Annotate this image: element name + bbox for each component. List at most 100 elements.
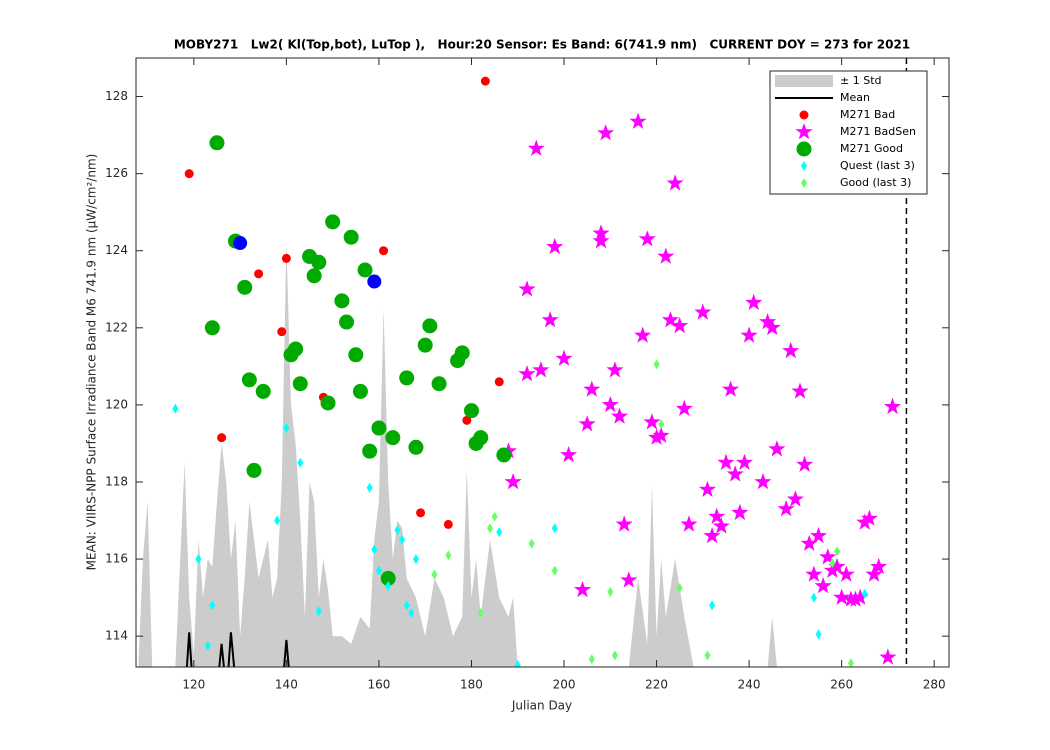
point	[204, 320, 220, 336]
point	[671, 316, 689, 334]
point	[634, 326, 652, 343]
legend-swatch	[801, 161, 807, 171]
point	[583, 380, 601, 397]
y-tick-label: 124	[105, 243, 128, 257]
point	[658, 419, 665, 430]
axes-box	[135, 57, 950, 668]
point	[754, 473, 772, 490]
legend-swatch	[799, 110, 809, 120]
point	[408, 608, 415, 619]
point	[412, 554, 419, 565]
point	[518, 365, 536, 382]
point	[675, 399, 693, 416]
point	[209, 135, 225, 151]
point	[366, 482, 373, 493]
legend-box	[769, 70, 928, 195]
point	[629, 112, 647, 129]
point	[638, 230, 656, 247]
legend-label: ± 1 Std	[840, 74, 882, 87]
point	[709, 600, 716, 611]
point	[708, 507, 726, 524]
point	[371, 544, 378, 555]
point	[443, 519, 453, 529]
point	[357, 262, 373, 278]
point	[653, 359, 660, 370]
y-tick-label: 114	[105, 629, 128, 643]
point	[491, 511, 498, 522]
point	[578, 415, 596, 432]
point	[805, 565, 823, 582]
point	[422, 318, 438, 334]
point	[172, 403, 179, 414]
point	[643, 413, 661, 430]
point	[546, 237, 564, 255]
point	[615, 515, 633, 532]
point	[551, 523, 558, 534]
point	[306, 268, 322, 284]
point	[288, 341, 304, 357]
point	[480, 76, 490, 86]
point	[204, 640, 211, 651]
point	[385, 430, 401, 446]
point	[292, 376, 308, 392]
y-tick-label: 116	[105, 552, 128, 566]
point	[184, 169, 194, 179]
point	[362, 443, 378, 459]
point	[496, 527, 503, 538]
point	[694, 303, 712, 320]
point	[246, 462, 262, 478]
point	[473, 430, 489, 446]
point	[445, 550, 452, 561]
point	[371, 420, 387, 436]
point	[408, 439, 424, 455]
point	[217, 433, 227, 443]
legend-swatch	[775, 75, 833, 87]
point	[541, 311, 559, 328]
mean-line	[218, 643, 225, 667]
point	[879, 648, 897, 665]
x-tick-label: 200	[553, 678, 576, 692]
point	[847, 658, 854, 667]
point	[856, 513, 874, 530]
point	[297, 457, 304, 468]
point	[815, 629, 822, 640]
point	[588, 654, 595, 665]
point	[551, 565, 558, 576]
point	[255, 383, 271, 399]
point	[717, 453, 735, 470]
point	[884, 397, 902, 415]
point	[652, 426, 670, 443]
point	[518, 280, 536, 297]
point	[768, 440, 786, 457]
point	[735, 453, 753, 470]
point	[865, 565, 883, 582]
legend-label: Mean	[840, 91, 870, 104]
point	[828, 557, 846, 575]
mean-line	[227, 632, 236, 667]
point	[661, 311, 679, 328]
point	[233, 236, 248, 251]
point	[680, 515, 698, 532]
point	[611, 650, 618, 661]
point	[504, 473, 522, 490]
point	[814, 577, 832, 594]
y-axis-label: MEAN: VIIRS-NPP Surface Irradiance Band …	[85, 154, 99, 571]
point	[527, 139, 545, 156]
point	[819, 548, 837, 565]
point	[494, 377, 504, 387]
point	[791, 382, 809, 399]
y-tick-label: 128	[105, 89, 128, 103]
point	[592, 224, 610, 241]
x-tick-label: 280	[923, 678, 946, 692]
std-area	[138, 243, 898, 667]
point	[431, 376, 447, 392]
point	[325, 214, 341, 230]
point	[847, 590, 865, 607]
point	[454, 345, 470, 361]
x-tick-label: 220	[645, 678, 668, 692]
point	[532, 361, 550, 378]
point	[462, 415, 472, 425]
point	[620, 571, 638, 588]
chart-title: MOBY271 Lw2( Kl(Top,bot), LuTop ), Hour:…	[174, 38, 910, 52]
mean-line	[185, 632, 193, 667]
